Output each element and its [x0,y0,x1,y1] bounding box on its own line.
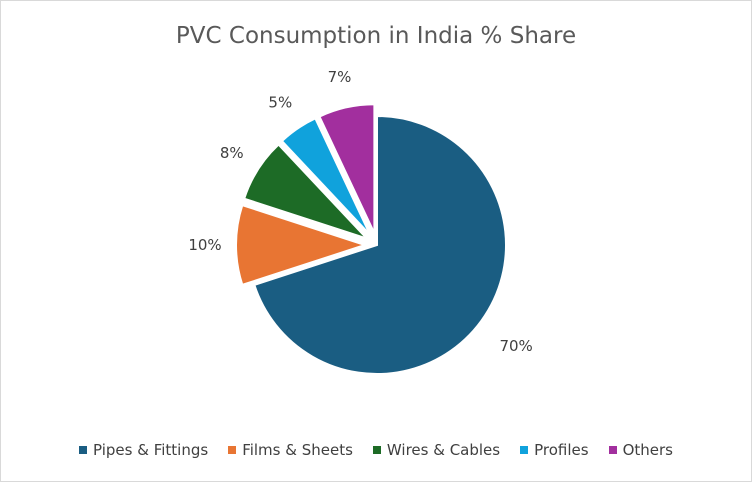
pie-slice-others [318,103,376,234]
pie-slice-films-sheets [235,203,369,287]
data-label-profiles: 5% [268,94,292,112]
legend-label: Profiles [534,441,589,459]
chart-title: PVC Consumption in India % Share [175,23,577,49]
legend-label: Wires & Cables [386,441,501,459]
data-label-wires-cables: 8% [220,144,244,162]
legend-swatch [79,446,88,454]
pie-slice-profiles [280,117,372,236]
legend-swatch [372,446,381,454]
data-label-others: 7% [328,68,352,86]
legend-item-wires-cables: Wires & Cables [372,441,501,459]
legend-label: Others [622,441,673,459]
legend-label: Pipes & Fittings [93,441,209,459]
legend-item-pipes-fittings: Pipes & Fittings [79,441,208,459]
legend-item-others: Others [608,441,673,459]
data-label-films-sheets: 10% [188,236,221,254]
data-label-pipes-fittings: 70% [499,337,532,355]
legend-item-films-sheets: Films & Sheets [228,441,353,459]
legend-swatch [520,446,529,454]
pie-plot-area: 70% 10% 8% 5% 7% [188,68,533,375]
pie-slice-wires-cables [242,143,368,240]
legend-item-profiles: Profiles [520,441,589,459]
legend-label: Films & Sheets [242,441,353,459]
legend-swatch [228,446,237,454]
chart-legend: Pipes & Fittings Films & Sheets Wires & Ca… [1,441,751,459]
pie-slice-pipes-fittings [253,114,507,375]
legend-swatch [608,446,617,454]
